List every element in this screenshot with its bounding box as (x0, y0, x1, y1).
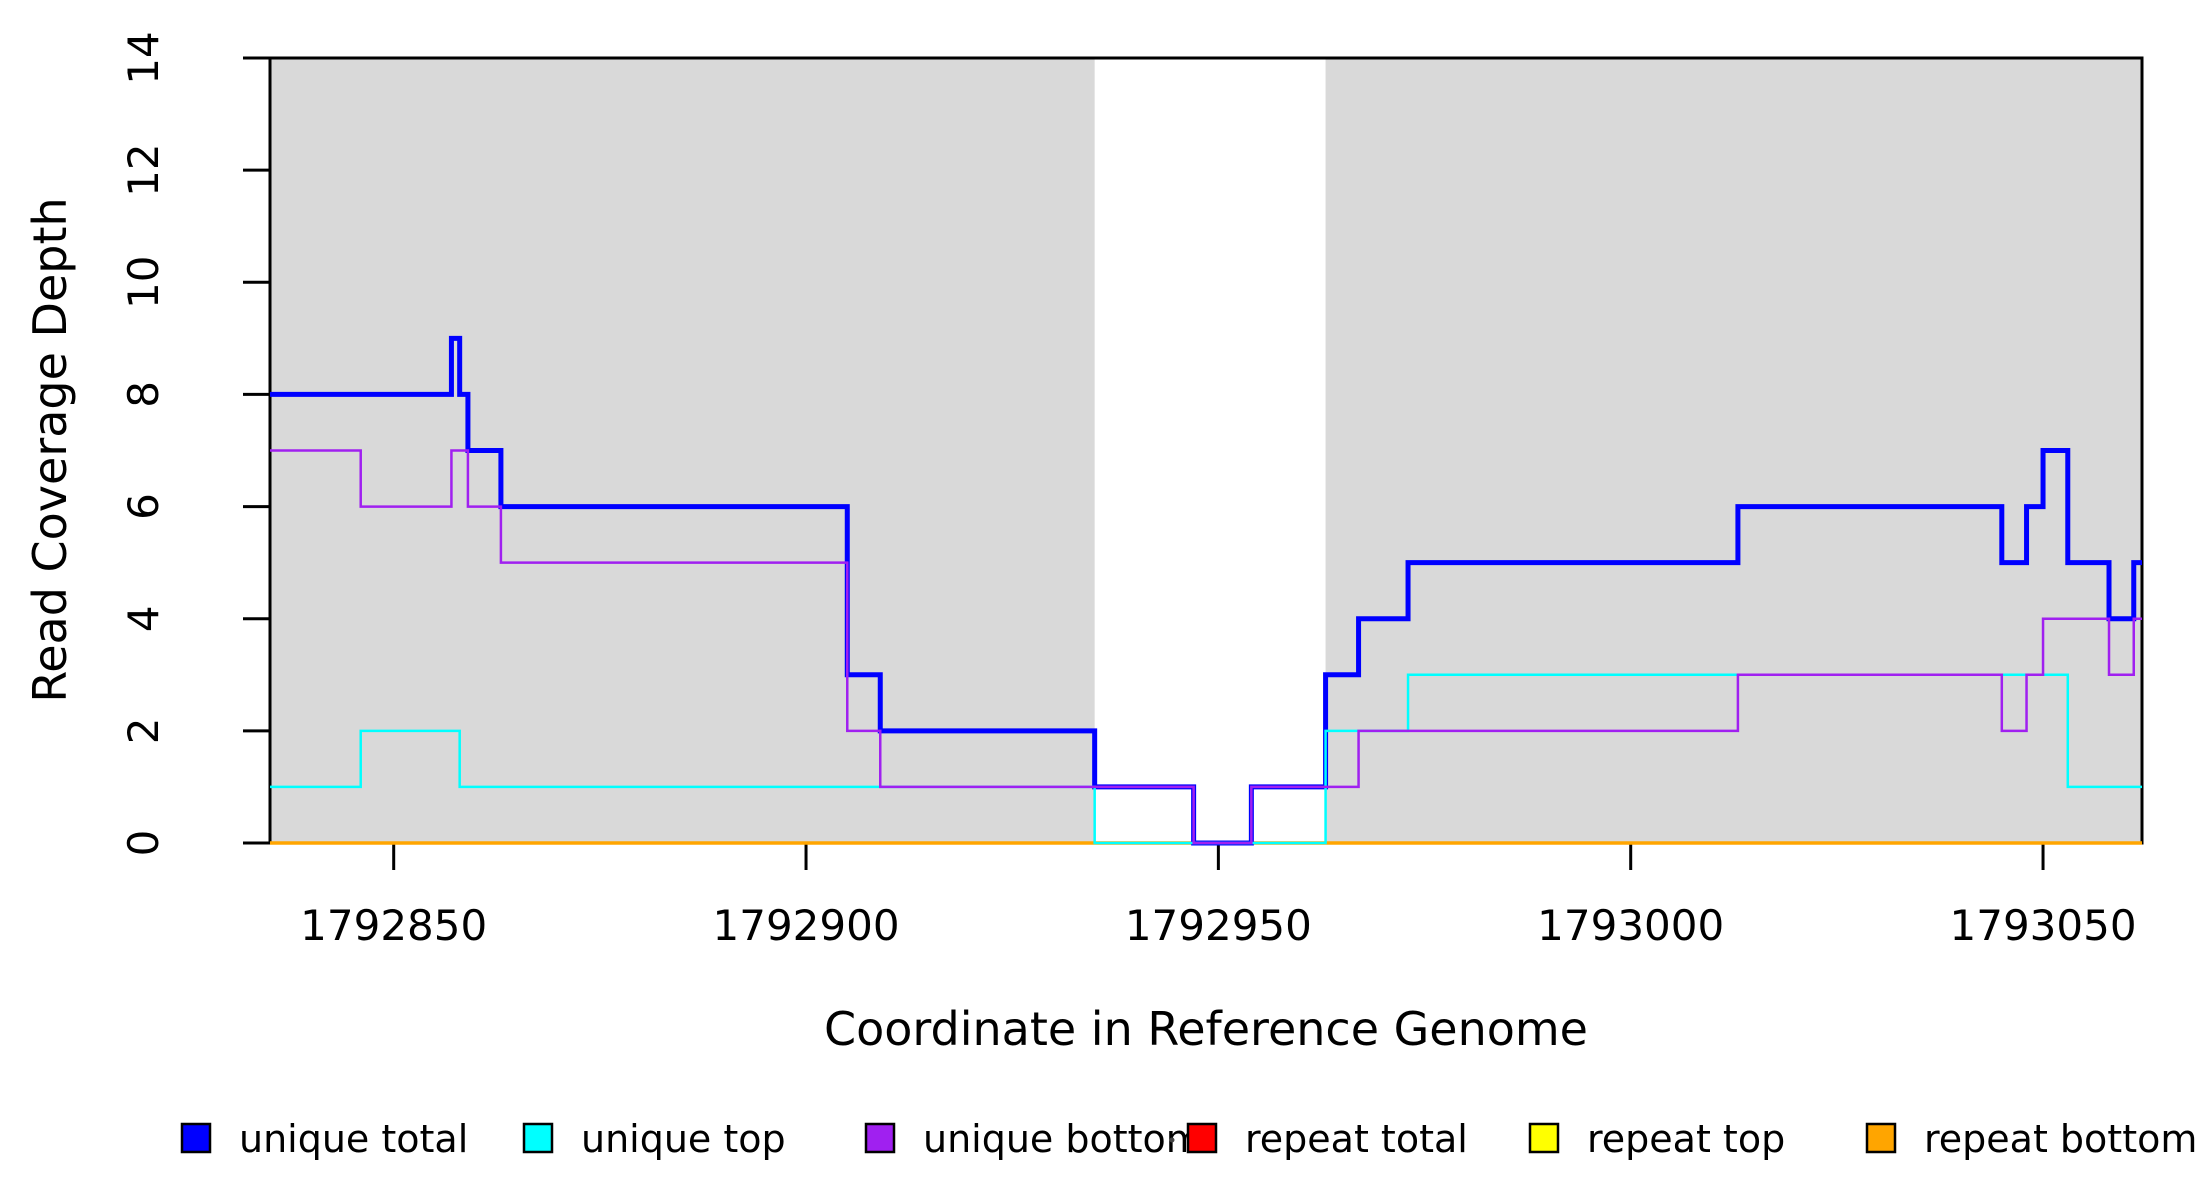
aligned-region-left (270, 58, 1095, 843)
y-tick-label: 6 (119, 493, 168, 520)
legend-label: repeat total (1245, 1117, 1468, 1161)
legend-label: unique top (581, 1117, 786, 1161)
legend-item-repeat-total: repeat total (1186, 1117, 1468, 1161)
stray-dot-artifact (1169, 1137, 1175, 1143)
series-line-unique-bottom (270, 449, 2142, 845)
legend-item-repeat-top: repeat top (1528, 1117, 1785, 1161)
y-axis-title: Read Coverage Depth (23, 197, 77, 702)
x-tick-label: 1793050 (1950, 901, 2137, 950)
x-tick-label: 1792900 (713, 901, 900, 950)
y-tick-label: 2 (119, 717, 168, 744)
legend-swatch-repeat-total (1186, 1122, 1218, 1154)
legend-label: repeat top (1587, 1117, 1785, 1161)
plot-area: 1792850 1792900 1792950 1793000 1793050 0 2 4 6 8… (119, 31, 2144, 950)
legend-label: repeat bottom (1924, 1117, 2197, 1161)
y-tick-label: 14 (119, 31, 168, 84)
legend-label: unique bottom (923, 1117, 1203, 1161)
y-tick-label: 12 (119, 143, 168, 196)
legend-item-unique-bottom: unique bottom (864, 1117, 1203, 1161)
y-tick-label: 10 (119, 256, 168, 309)
legend-swatch-repeat-top (1528, 1122, 1560, 1154)
legend-label: unique total (239, 1117, 468, 1161)
legend-item-repeat-bottom: repeat bottom (1865, 1117, 2197, 1161)
x-axis-title: Coordinate in Reference Genome (824, 1002, 1588, 1056)
legend-swatch-repeat-bottom (1865, 1122, 1897, 1154)
y-tick-label: 4 (119, 605, 168, 632)
legend-swatch-unique-top (522, 1122, 554, 1154)
legend-swatch-unique-total (180, 1122, 212, 1154)
x-tick-label: 1793000 (1537, 901, 1724, 950)
y-tick-label: 0 (119, 830, 168, 857)
legend-swatch-unique-bottom (864, 1122, 896, 1154)
legend-item-unique-total: unique total (180, 1117, 468, 1161)
x-tick-label: 1792950 (1125, 901, 1312, 950)
x-tick-label: 1792850 (300, 901, 487, 950)
y-tick-label: 8 (119, 381, 168, 408)
legend-item-unique-top: unique top (522, 1117, 786, 1161)
legend: unique total unique top unique bottom repea… (180, 1117, 2197, 1161)
aligned-region-right (1325, 58, 2142, 843)
